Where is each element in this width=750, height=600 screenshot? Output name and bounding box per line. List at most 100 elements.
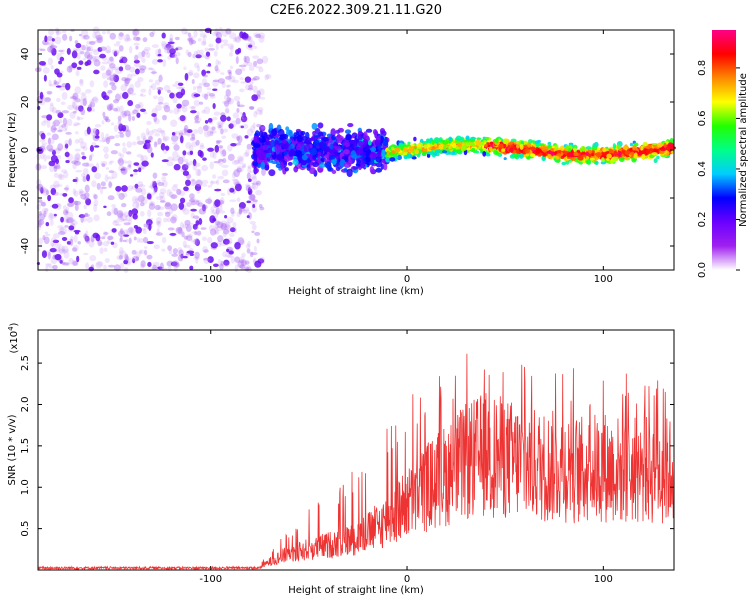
spectrogram-cell — [117, 124, 125, 129]
spectrogram-cell — [74, 106, 83, 111]
spectrogram-cell — [233, 95, 241, 102]
spectrogram-cell — [365, 128, 373, 133]
spectrogram-cell — [102, 231, 108, 238]
spectrogram-cell — [120, 213, 128, 222]
spectrogram-cell — [51, 121, 56, 127]
spectrogram-cell — [121, 110, 128, 117]
spectrogram-cell — [80, 193, 87, 200]
spectrogram-cell — [246, 61, 253, 67]
spectrogram-cell — [133, 62, 141, 68]
spectrogram-cell — [121, 192, 128, 198]
spectrogram-cell — [135, 251, 141, 258]
x-tick-label: 0 — [404, 574, 410, 585]
spectrogram-cell — [124, 253, 129, 262]
spectrogram-cell — [129, 66, 136, 73]
spectrogram-cell — [236, 197, 241, 203]
spectrogram-cell — [91, 96, 99, 104]
spectrogram-cell — [518, 153, 524, 159]
spectrogram-cell — [195, 256, 199, 264]
spectrogram-cell — [121, 77, 128, 82]
spectrogram-cell — [81, 44, 86, 51]
spectrogram-cell — [222, 42, 230, 47]
spectrogram-cell — [237, 157, 244, 165]
spectrogram-cell — [259, 96, 266, 100]
spectrogram-cell — [172, 53, 177, 59]
spectrogram-cell — [45, 265, 49, 273]
spectrogram-cell — [204, 47, 209, 52]
spectrogram-cell — [146, 254, 153, 260]
spectrogram-cell — [51, 133, 59, 140]
spectrogram-cell — [246, 128, 254, 137]
spectrogram-cell — [667, 142, 674, 148]
spectrogram-cell — [172, 150, 179, 159]
spectrogram-cell — [104, 258, 110, 263]
spectrogram-cell — [220, 114, 227, 122]
spectrogram-cell — [222, 179, 230, 184]
spectrogram-cell — [107, 89, 113, 94]
spectrogram-cell — [172, 93, 177, 98]
spectrogram-cell — [85, 236, 90, 244]
spectrogram-cell — [222, 261, 230, 268]
spectrogram-cell — [80, 98, 87, 107]
spectrogram-cell — [117, 216, 125, 223]
colorbar-scale — [712, 30, 736, 270]
spectrogram-cell — [225, 88, 231, 97]
spectrogram-cell — [215, 43, 219, 51]
spectrogram-cell — [43, 119, 49, 123]
spectrogram-cell — [228, 123, 234, 129]
spectrogram-cell — [109, 103, 114, 111]
spectrogram-cell — [177, 247, 183, 254]
spectrogram-cell — [330, 128, 336, 137]
spectrogram-cell — [121, 160, 129, 164]
spectrogram-cell — [49, 102, 54, 107]
spectrogram-cell — [102, 136, 106, 143]
spectrogram-cell — [394, 147, 401, 153]
spectrogram-cell — [514, 152, 518, 159]
spectrogram-cell — [85, 88, 92, 94]
spectrogram-cell — [233, 227, 237, 234]
spectrogram-cell — [292, 159, 299, 166]
spectrogram-cell — [221, 81, 226, 89]
spectrogram-cell — [256, 107, 264, 112]
spectrogram-cell — [93, 55, 101, 60]
spectrogram-cell — [177, 116, 182, 121]
spectrogram-cell — [482, 151, 487, 157]
spectrogram-cell — [73, 234, 78, 243]
spectrogram-cell — [252, 122, 256, 129]
spectrogram-cell — [46, 35, 53, 42]
spectrogram-cell — [190, 40, 197, 45]
spectrogram-cell — [125, 257, 133, 264]
spectrogram-cell — [230, 255, 236, 264]
spectrogram-cell — [249, 173, 257, 180]
spectrogram-cell — [143, 246, 148, 249]
spectrogram-cell — [258, 135, 266, 143]
spectrogram-cell — [191, 178, 195, 182]
spectrogram-cell — [222, 100, 230, 105]
spectrogram-cell — [134, 183, 139, 189]
spectrogram-cell — [228, 75, 236, 83]
spectrogram-cell — [188, 35, 195, 44]
spectrogram-cell — [65, 206, 70, 214]
spectrogram-cell — [244, 135, 249, 139]
spectrogram-cell — [261, 168, 266, 176]
spectrogram-cell — [47, 57, 54, 66]
spectrogram-cell — [199, 28, 204, 33]
spectrogram-cell — [137, 180, 144, 188]
spectrogram-cell — [194, 115, 199, 122]
spectrogram-cell — [124, 38, 132, 42]
spectrogram-cell — [36, 203, 41, 211]
spectrogram-cell — [256, 58, 264, 65]
spectrogram-cell — [50, 219, 54, 226]
spectrogram-cell — [119, 250, 127, 257]
spectrogram-cell — [74, 231, 80, 235]
spectrogram-cell — [147, 261, 152, 267]
spectrogram-cell — [193, 72, 200, 79]
spectrogram-cell — [509, 147, 514, 153]
spectrogram-cell — [57, 174, 65, 181]
spectrogram-cell — [468, 138, 475, 143]
spectrogram-cell — [176, 103, 182, 109]
spectrogram-cell — [176, 189, 182, 196]
spectrogram-cell — [226, 84, 232, 88]
spectrogram-cell — [352, 166, 359, 170]
spectrogram-cell — [554, 144, 559, 150]
